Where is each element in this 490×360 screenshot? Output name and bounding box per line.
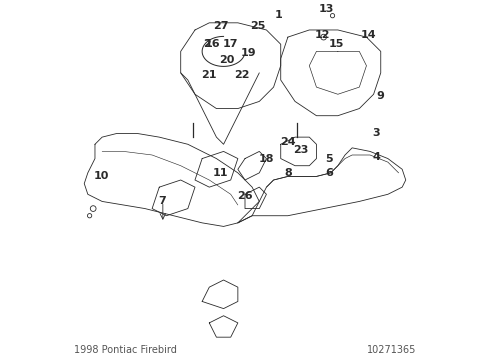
Text: 9: 9 bbox=[376, 91, 384, 101]
Text: 2: 2 bbox=[204, 39, 211, 49]
Text: 17: 17 bbox=[223, 39, 239, 49]
Text: 23: 23 bbox=[293, 145, 308, 155]
Text: 13: 13 bbox=[319, 4, 334, 14]
Text: 15: 15 bbox=[328, 39, 344, 49]
Text: 11: 11 bbox=[212, 168, 228, 178]
Text: 7: 7 bbox=[158, 197, 166, 206]
Text: 4: 4 bbox=[372, 152, 380, 162]
Text: 3: 3 bbox=[373, 128, 380, 138]
Text: 6: 6 bbox=[325, 168, 333, 178]
Text: 14: 14 bbox=[361, 30, 376, 40]
Text: 25: 25 bbox=[250, 21, 265, 31]
Text: 10: 10 bbox=[94, 171, 109, 181]
Text: 10271365: 10271365 bbox=[367, 345, 416, 355]
Text: 24: 24 bbox=[280, 138, 295, 148]
Text: 5: 5 bbox=[325, 154, 333, 163]
Text: 22: 22 bbox=[234, 69, 249, 80]
Text: 27: 27 bbox=[213, 21, 228, 31]
Text: 12: 12 bbox=[315, 30, 331, 40]
Text: 18: 18 bbox=[259, 154, 274, 163]
Text: 19: 19 bbox=[241, 48, 256, 58]
Text: 26: 26 bbox=[237, 191, 253, 201]
Text: 20: 20 bbox=[220, 55, 235, 65]
Text: 16: 16 bbox=[205, 39, 220, 49]
Text: 1998 Pontiac Firebird: 1998 Pontiac Firebird bbox=[74, 345, 176, 355]
Text: 8: 8 bbox=[284, 168, 292, 178]
Text: 21: 21 bbox=[201, 69, 216, 80]
Text: 1: 1 bbox=[275, 10, 283, 20]
